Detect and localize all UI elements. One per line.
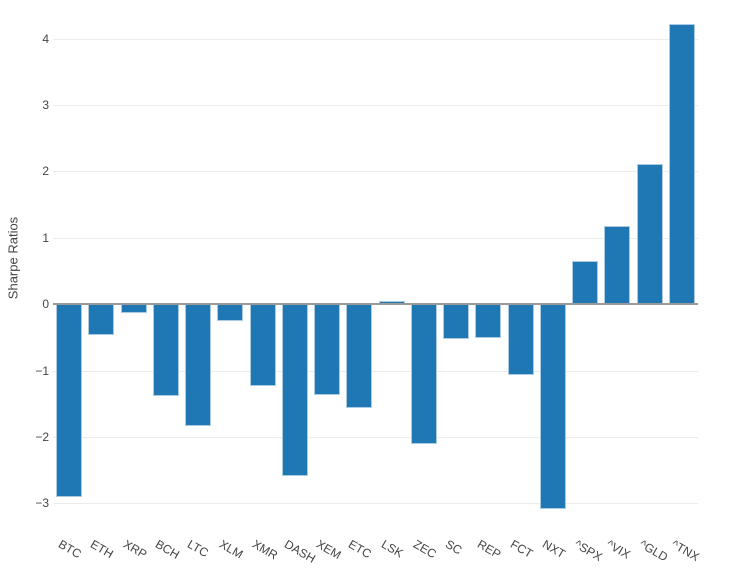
grid-line [53, 238, 698, 239]
x-tick-label-BCH: BCH [152, 537, 182, 562]
bar-^VIX [604, 225, 631, 305]
x-tick-label-DASH: DASH [281, 537, 318, 566]
x-tick-label-^VIX: ^VIX [604, 537, 634, 562]
y-tick-label: 1 [42, 231, 49, 245]
y-tick-label: −2 [35, 430, 49, 444]
bar-NXT [539, 304, 566, 510]
x-tick-label-NXT: NXT [539, 537, 568, 562]
grid-line [53, 39, 698, 40]
zero-axis-line [53, 303, 698, 305]
y-tick-label: 2 [42, 164, 49, 178]
bar-^GLD [636, 164, 663, 305]
grid-line [53, 371, 698, 372]
y-tick-label: 3 [42, 98, 49, 112]
x-tick-label-ETC: ETC [346, 537, 375, 562]
x-tick-label-BTC: BTC [56, 537, 84, 562]
bar-BCH [152, 304, 179, 397]
grid-line [53, 171, 698, 172]
bar-LTC [185, 304, 212, 426]
grid-line [53, 503, 698, 504]
y-axis-title: Sharpe Ratios [5, 216, 21, 300]
x-tick-label-LSK: LSK [378, 537, 406, 561]
bar-XMR [249, 304, 276, 386]
x-tick-label-ETH: ETH [88, 537, 117, 562]
x-tick-label-^GLD: ^GLD [636, 537, 670, 565]
grid-line [53, 105, 698, 106]
x-tick-label-XRP: XRP [120, 537, 149, 562]
bar-XEM [314, 304, 341, 396]
bar-FCT [507, 304, 534, 375]
bar-^SPX [572, 261, 599, 305]
bar-ETH [88, 304, 115, 336]
y-tick-label: −3 [35, 496, 49, 510]
x-tick-label-XEM: XEM [314, 537, 344, 563]
x-tick-label-XMR: XMR [249, 537, 280, 563]
bar-REP [475, 304, 502, 339]
x-tick-label-^SPX: ^SPX [572, 537, 605, 564]
y-tick-label: 0 [42, 297, 49, 311]
x-tick-label-FCT: FCT [507, 537, 535, 561]
bar-ZEC [410, 304, 437, 444]
x-tick-label-REP: REP [475, 537, 504, 562]
x-tick-label-SC: SC [443, 537, 465, 558]
x-tick-label-LTC: LTC [185, 537, 211, 561]
bar-XLM [217, 304, 244, 321]
y-tick-label: 4 [42, 32, 49, 46]
x-tick-label-^TNX: ^TNX [668, 537, 702, 564]
bar-DASH [281, 304, 308, 477]
bar-SC [443, 304, 470, 340]
x-tick-label-XLM: XLM [217, 537, 246, 562]
bar-ETC [346, 304, 373, 408]
grid-line [53, 437, 698, 438]
bar-^TNX [668, 23, 695, 305]
bar-XRP [120, 304, 147, 313]
x-tick-label-ZEC: ZEC [410, 537, 439, 562]
y-tick-label: −1 [35, 364, 49, 378]
bar-BTC [56, 304, 83, 497]
